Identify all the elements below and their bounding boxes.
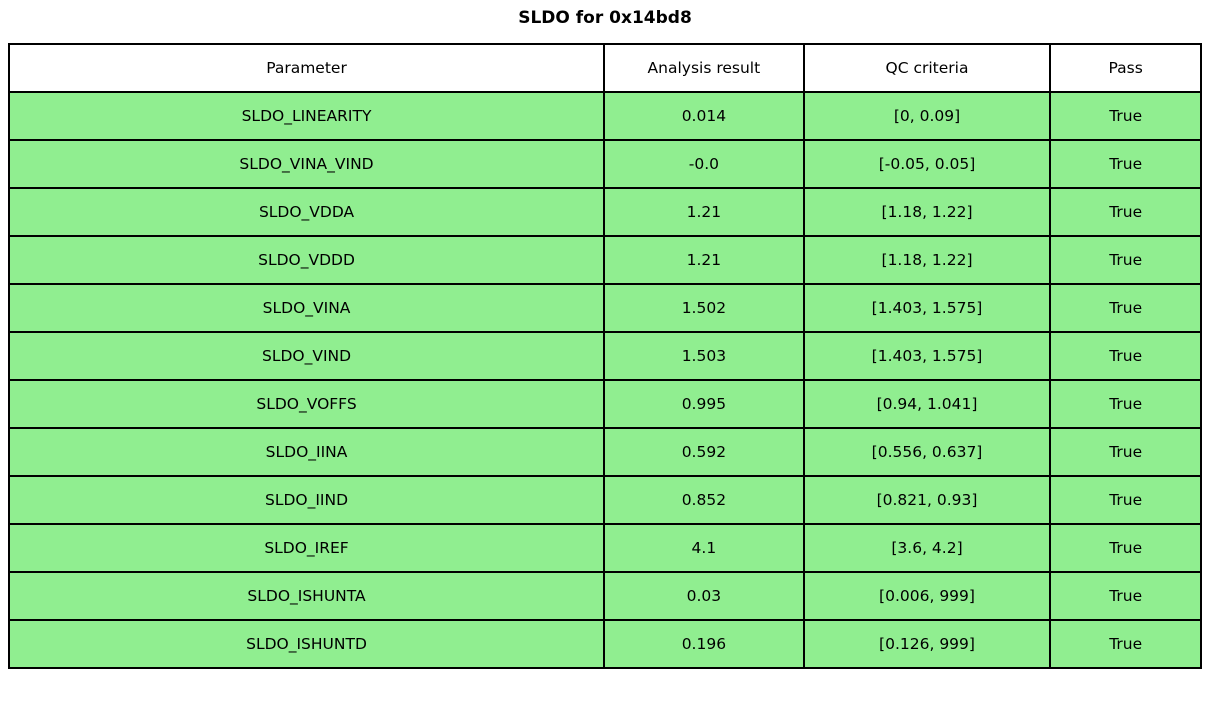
column-header-result: Analysis result (603, 43, 805, 93)
table-row: SLDO_IIND 0.852 [0.821, 0.93] True (7, 475, 1202, 525)
cell-criteria: [1.403, 1.575] (802, 283, 1052, 333)
cell-parameter: SLDO_VINA (7, 283, 606, 333)
page-title: SLDO for 0x14bd8 (518, 8, 692, 28)
cell-parameter: SLDO_IIND (7, 475, 606, 525)
cell-result: 0.592 (603, 427, 805, 477)
table-header-row: Parameter Analysis result QC criteria Pa… (7, 43, 1202, 93)
cell-result: 1.502 (603, 283, 805, 333)
cell-criteria: [0.94, 1.041] (802, 379, 1052, 429)
cell-parameter: SLDO_IREF (7, 523, 606, 573)
column-header-criteria: QC criteria (802, 43, 1052, 93)
cell-result: 1.503 (603, 331, 805, 381)
cell-parameter: SLDO_VOFFS (7, 379, 606, 429)
cell-pass: True (1049, 619, 1202, 669)
cell-criteria: [1.18, 1.22] (802, 187, 1052, 237)
table-row: SLDO_VIND 1.503 [1.403, 1.575] True (7, 331, 1202, 381)
cell-pass: True (1049, 283, 1202, 333)
cell-criteria: [0.126, 999] (802, 619, 1052, 669)
cell-parameter: SLDO_IINA (7, 427, 606, 477)
cell-result: 4.1 (603, 523, 805, 573)
table-row: SLDO_VDDA 1.21 [1.18, 1.22] True (7, 187, 1202, 237)
cell-pass: True (1049, 475, 1202, 525)
cell-criteria: [3.6, 4.2] (802, 523, 1052, 573)
cell-criteria: [0.556, 0.637] (802, 427, 1052, 477)
table-row: SLDO_ISHUNTA 0.03 [0.006, 999] True (7, 571, 1202, 621)
cell-parameter: SLDO_VINA_VIND (7, 139, 606, 189)
cell-result: 0.852 (603, 475, 805, 525)
table-row: SLDO_VOFFS 0.995 [0.94, 1.041] True (7, 379, 1202, 429)
cell-result: 0.03 (603, 571, 805, 621)
cell-pass: True (1049, 139, 1202, 189)
cell-criteria: [0.006, 999] (802, 571, 1052, 621)
table-row: SLDO_ISHUNTD 0.196 [0.126, 999] True (7, 619, 1202, 669)
table-row: SLDO_LINEARITY 0.014 [0, 0.09] True (7, 91, 1202, 141)
cell-pass: True (1049, 91, 1202, 141)
cell-parameter: SLDO_VIND (7, 331, 606, 381)
cell-criteria: [0.821, 0.93] (802, 475, 1052, 525)
cell-criteria: [1.18, 1.22] (802, 235, 1052, 285)
table-row: SLDO_VINA 1.502 [1.403, 1.575] True (7, 283, 1202, 333)
cell-result: 1.21 (603, 235, 805, 285)
cell-parameter: SLDO_ISHUNTD (7, 619, 606, 669)
cell-pass: True (1049, 523, 1202, 573)
cell-parameter: SLDO_LINEARITY (7, 91, 606, 141)
cell-result: -0.0 (603, 139, 805, 189)
cell-criteria: [0, 0.09] (802, 91, 1052, 141)
table-row: SLDO_IREF 4.1 [3.6, 4.2] True (7, 523, 1202, 573)
cell-result: 0.995 (603, 379, 805, 429)
cell-criteria: [-0.05, 0.05] (802, 139, 1052, 189)
qc-table: Parameter Analysis result QC criteria Pa… (7, 43, 1202, 669)
cell-result: 1.21 (603, 187, 805, 237)
cell-result: 0.014 (603, 91, 805, 141)
cell-pass: True (1049, 331, 1202, 381)
cell-criteria: [1.403, 1.575] (802, 331, 1052, 381)
cell-parameter: SLDO_ISHUNTA (7, 571, 606, 621)
table-row: SLDO_IINA 0.592 [0.556, 0.637] True (7, 427, 1202, 477)
cell-result: 0.196 (603, 619, 805, 669)
cell-pass: True (1049, 427, 1202, 477)
cell-parameter: SLDO_VDDD (7, 235, 606, 285)
cell-pass: True (1049, 379, 1202, 429)
column-header-parameter: Parameter (7, 43, 606, 93)
table-row: SLDO_VINA_VIND -0.0 [-0.05, 0.05] True (7, 139, 1202, 189)
table-row: SLDO_VDDD 1.21 [1.18, 1.22] True (7, 235, 1202, 285)
column-header-pass: Pass (1049, 43, 1202, 93)
cell-pass: True (1049, 187, 1202, 237)
cell-pass: True (1049, 571, 1202, 621)
cell-pass: True (1049, 235, 1202, 285)
cell-parameter: SLDO_VDDA (7, 187, 606, 237)
